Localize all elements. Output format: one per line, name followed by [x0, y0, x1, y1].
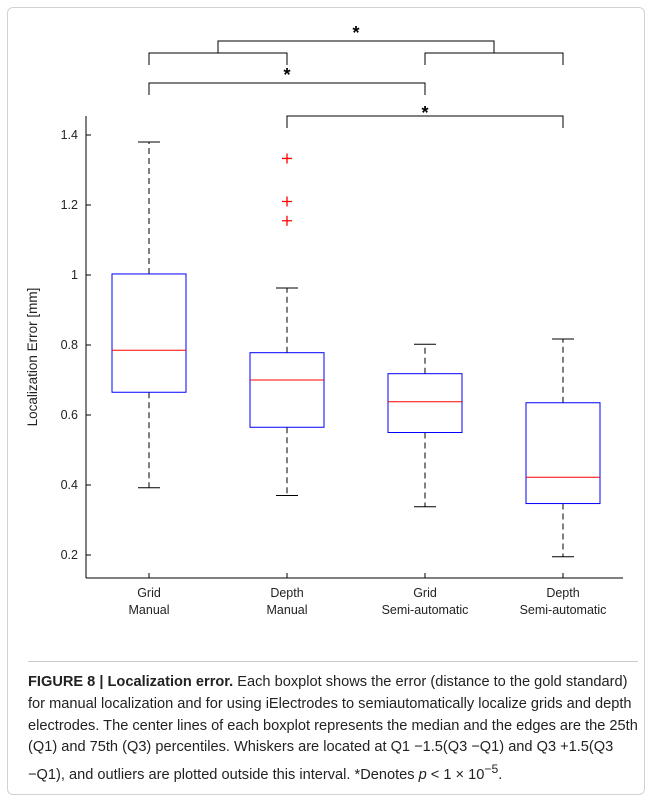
y-tick-label: 1.4 — [61, 128, 78, 142]
x-tick-label-line1: Grid — [413, 586, 437, 600]
x-tick-label-line1: Depth — [270, 586, 303, 600]
x-tick-label-line1: Grid — [137, 586, 161, 600]
y-tick-label: 0.2 — [61, 548, 78, 562]
p-exponent: −5 — [484, 762, 499, 777]
x-tick-label-line1: Depth — [546, 586, 579, 600]
y-axis-label: Localization Error [mm] — [25, 288, 40, 427]
box — [249, 352, 325, 428]
x-tick-label-line2: Semi-automatic — [520, 603, 607, 617]
significance-star: * — [352, 23, 359, 43]
x-tick-label-line2: Semi-automatic — [382, 603, 469, 617]
bracket-grid-manual-vs-grid-semi — [148, 82, 426, 95]
box — [525, 402, 601, 505]
caption-body: Each boxplot shows the error (distance t… — [28, 674, 638, 784]
p-symbol: p — [418, 767, 427, 784]
outlier-marker — [282, 196, 292, 207]
boxplot-chart: 0.2 0.4 0.6 0.8 1 1.2 1.4 Grid Manual Depth Manual… — [25, 23, 623, 617]
bracket-top-connector — [217, 40, 495, 53]
significance-star: * — [421, 103, 428, 123]
figure-caption-box: FIGURE 8 | Localization error. Each boxp… — [28, 661, 638, 793]
y-tick-label: 0.4 — [61, 478, 78, 492]
outlier-marker — [282, 215, 292, 226]
bracket-depth-manual-vs-depth-semi — [286, 115, 564, 128]
bracket-manual-group — [148, 52, 288, 65]
box — [111, 273, 187, 393]
box — [387, 373, 463, 434]
y-tick-label: 1 — [71, 268, 78, 282]
significance-star: * — [283, 65, 290, 85]
y-tick-label: 1.2 — [61, 198, 78, 212]
y-tick-label: 0.6 — [61, 408, 78, 422]
figure-label: FIGURE 8 | — [28, 674, 104, 690]
caption-end: . — [498, 767, 503, 784]
figure-caption: FIGURE 8 | Localization error. Each boxp… — [28, 672, 638, 787]
figure-frame: 0.2 0.4 0.6 0.8 1 1.2 1.4 Grid Manual Depth Manual… — [7, 7, 645, 795]
y-tick-label: 0.8 — [61, 338, 78, 352]
bracket-semi-group — [424, 52, 564, 65]
outlier-marker — [282, 153, 292, 164]
p-relation: < 1 × 10 — [426, 767, 485, 784]
x-tick-label-line2: Manual — [129, 603, 170, 617]
figure-title: Localization error. — [107, 674, 234, 690]
x-tick-label-line2: Manual — [267, 603, 308, 617]
